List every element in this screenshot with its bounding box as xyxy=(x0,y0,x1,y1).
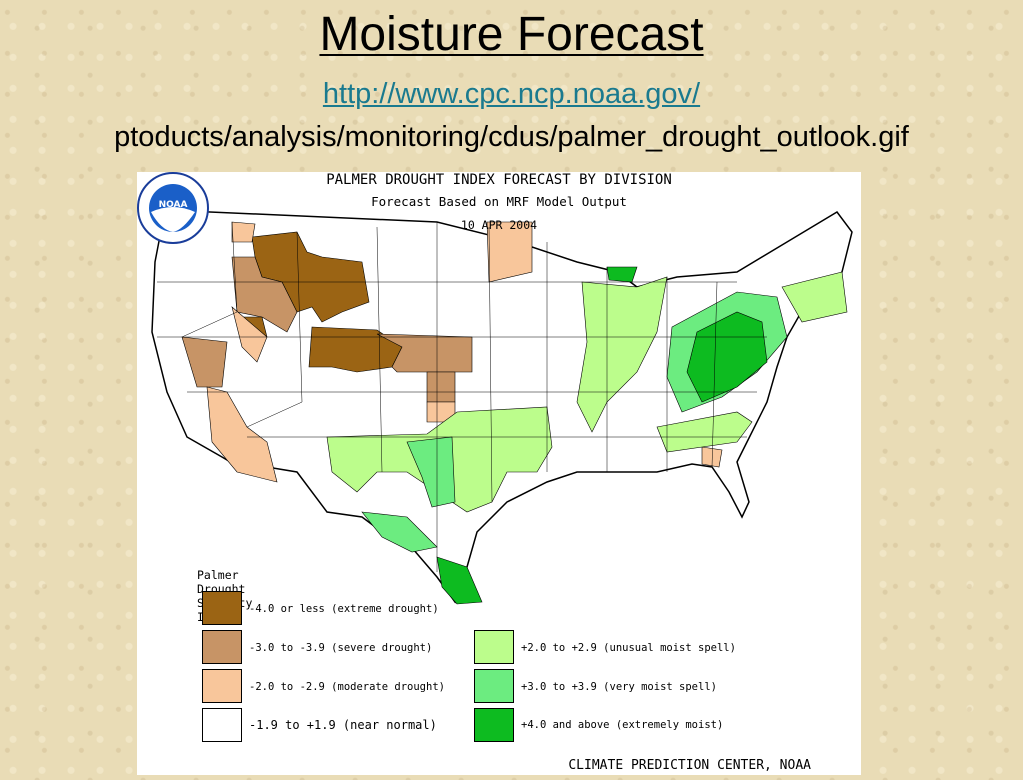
noaa-logo-text: NOAA xyxy=(159,200,188,210)
region-moderate-drought-4 xyxy=(206,386,278,483)
region-extremely-moist-3 xyxy=(606,266,638,283)
region-very-moist-2 xyxy=(406,436,456,508)
figure-date: 10 APR 2004 xyxy=(460,218,538,232)
noaa-logo: NOAA xyxy=(137,172,209,244)
region-very-moist-3 xyxy=(361,511,438,553)
legend-label-very-moist: +3.0 to +3.9 (very moist spell) xyxy=(521,681,717,693)
legend-swatch-extremely-moist xyxy=(474,708,514,742)
region-severe-drought-3 xyxy=(181,336,228,388)
legend-label-unusual-moist: +2.0 to +2.9 (unusual moist spell) xyxy=(521,642,736,654)
region-extremely-moist-2 xyxy=(436,556,483,605)
slide-title: Moisture Forecast xyxy=(319,8,704,61)
source-path: ptoducts/analysis/monitoring/cdus/palmer… xyxy=(114,121,909,153)
legend-swatch-severe-drought xyxy=(202,630,242,664)
legend-swatch-moderate-drought xyxy=(202,669,242,703)
region-unusual-moist-3 xyxy=(656,411,753,453)
region-extreme-drought-2 xyxy=(308,326,403,373)
region-moderate-drought-2 xyxy=(486,221,533,283)
legend-label-near-normal: -1.9 to +1.9 (near normal) xyxy=(249,718,437,732)
region-unusual-moist-4 xyxy=(781,271,848,323)
legend-label-extremely-moist: +4.0 and above (extremely moist) xyxy=(521,719,724,731)
division-borders xyxy=(157,221,767,572)
figure-title: PALMER DROUGHT INDEX FORECAST BY DIVISIO… xyxy=(326,172,672,188)
legend-label-severe-drought: -3.0 to -3.9 (severe drought) xyxy=(249,642,433,654)
legend-swatch-near-normal xyxy=(202,708,242,742)
figure-subtitle: Forecast Based on MRF Model Output xyxy=(371,194,627,209)
drought-forecast-figure: PALMER DROUGHT INDEX FORECAST BY DIVISIO… xyxy=(137,172,861,775)
region-moderate-drought-3 xyxy=(231,306,268,363)
us-map xyxy=(151,209,853,605)
region-severe-drought-4 xyxy=(426,371,456,403)
legend-label-extreme-drought: -4.0 or less (extreme drought) xyxy=(249,603,439,615)
legend-swatch-unusual-moist xyxy=(474,630,514,664)
legend-swatch-very-moist xyxy=(474,669,514,703)
legend-swatch-extreme-drought xyxy=(202,591,242,625)
credit-line: CLIMATE PREDICTION CENTER, NOAA xyxy=(568,758,811,773)
region-extremely-moist xyxy=(686,311,768,403)
region-moderate-drought xyxy=(231,221,256,243)
region-moderate-drought-6 xyxy=(701,446,723,468)
region-severe-drought xyxy=(231,256,298,333)
legend-label-moderate-drought: -2.0 to -2.9 (moderate drought) xyxy=(249,681,445,693)
source-link[interactable]: http://www.cpc.ncp.noaa.gov/ xyxy=(322,78,701,110)
